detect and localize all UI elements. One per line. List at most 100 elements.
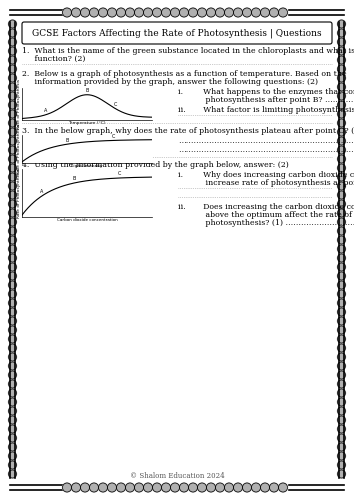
- Circle shape: [8, 308, 17, 316]
- Text: …………………………………………………………………………………………………………………………: ……………………………………………………………………………………………………………: [178, 137, 354, 145]
- Circle shape: [8, 344, 17, 352]
- Y-axis label: Rate of Photosynthesis: Rate of Photosynthesis: [17, 124, 21, 174]
- Text: photosynthesis after point B? ……………………………: photosynthesis after point B? ……………………………: [178, 96, 354, 104]
- Circle shape: [337, 119, 346, 127]
- Circle shape: [8, 281, 17, 289]
- Circle shape: [337, 326, 346, 334]
- Circle shape: [337, 137, 346, 145]
- Circle shape: [8, 137, 17, 145]
- Circle shape: [179, 483, 188, 492]
- Circle shape: [337, 110, 346, 118]
- Circle shape: [8, 263, 17, 271]
- Text: 4.  Using the information provided by the graph below, answer: (2): 4. Using the information provided by the…: [22, 161, 289, 169]
- Circle shape: [8, 272, 17, 280]
- Circle shape: [337, 56, 346, 64]
- Circle shape: [337, 254, 346, 262]
- Circle shape: [8, 425, 17, 433]
- Text: i.        Why does increasing carbon dioxide concentration: i. Why does increasing carbon dioxide co…: [178, 171, 354, 179]
- Circle shape: [8, 362, 17, 370]
- Circle shape: [8, 398, 17, 406]
- Circle shape: [206, 483, 216, 492]
- Circle shape: [63, 483, 72, 492]
- Circle shape: [337, 371, 346, 379]
- Circle shape: [171, 483, 179, 492]
- Circle shape: [337, 245, 346, 253]
- Circle shape: [8, 254, 17, 262]
- Text: B: B: [66, 138, 69, 143]
- Circle shape: [337, 443, 346, 451]
- Text: C: C: [111, 134, 115, 139]
- Circle shape: [8, 164, 17, 172]
- Circle shape: [72, 8, 80, 17]
- Circle shape: [337, 200, 346, 208]
- Circle shape: [337, 416, 346, 424]
- Circle shape: [242, 483, 251, 492]
- Circle shape: [8, 218, 17, 226]
- Circle shape: [8, 29, 17, 37]
- Circle shape: [337, 335, 346, 343]
- Circle shape: [8, 92, 17, 100]
- Circle shape: [337, 164, 346, 172]
- Circle shape: [269, 483, 279, 492]
- Circle shape: [126, 483, 135, 492]
- Circle shape: [337, 146, 346, 154]
- Circle shape: [116, 483, 126, 492]
- Circle shape: [8, 335, 17, 343]
- FancyBboxPatch shape: [22, 22, 332, 44]
- Text: C: C: [114, 102, 117, 107]
- Circle shape: [224, 8, 234, 17]
- Circle shape: [198, 8, 206, 17]
- Circle shape: [188, 483, 198, 492]
- Circle shape: [98, 8, 108, 17]
- Text: C: C: [118, 170, 121, 175]
- Text: function? (2): function? (2): [22, 55, 85, 63]
- Circle shape: [8, 434, 17, 442]
- Circle shape: [72, 483, 80, 492]
- X-axis label: Temperature (°C): Temperature (°C): [68, 122, 106, 126]
- Circle shape: [337, 398, 346, 406]
- Circle shape: [337, 101, 346, 109]
- Circle shape: [251, 8, 261, 17]
- Text: 2.  Below is a graph of photosynthesis as a function of temperature. Based on th: 2. Below is a graph of photosynthesis as…: [22, 70, 347, 78]
- Circle shape: [337, 434, 346, 442]
- Circle shape: [337, 128, 346, 136]
- Circle shape: [206, 8, 216, 17]
- Circle shape: [261, 8, 269, 17]
- Circle shape: [126, 8, 135, 17]
- Circle shape: [8, 380, 17, 388]
- Circle shape: [8, 146, 17, 154]
- Circle shape: [8, 299, 17, 307]
- Circle shape: [337, 191, 346, 199]
- Circle shape: [337, 281, 346, 289]
- Circle shape: [8, 155, 17, 163]
- Circle shape: [8, 74, 17, 82]
- Circle shape: [8, 20, 17, 28]
- Circle shape: [80, 483, 90, 492]
- Circle shape: [8, 200, 17, 208]
- Circle shape: [269, 8, 279, 17]
- Circle shape: [8, 407, 17, 415]
- Circle shape: [8, 191, 17, 199]
- Circle shape: [188, 8, 198, 17]
- Circle shape: [8, 119, 17, 127]
- Circle shape: [8, 389, 17, 397]
- Circle shape: [337, 290, 346, 298]
- Circle shape: [8, 416, 17, 424]
- Circle shape: [8, 371, 17, 379]
- Circle shape: [8, 443, 17, 451]
- Circle shape: [337, 380, 346, 388]
- Circle shape: [143, 483, 153, 492]
- Text: © Shalom Education 2024: © Shalom Education 2024: [130, 472, 224, 480]
- Circle shape: [8, 83, 17, 91]
- Circle shape: [337, 452, 346, 460]
- Circle shape: [135, 8, 143, 17]
- Circle shape: [8, 227, 17, 235]
- Circle shape: [337, 29, 346, 37]
- Y-axis label: Rate of Photosynthesis: Rate of Photosynthesis: [17, 168, 21, 218]
- Circle shape: [224, 483, 234, 492]
- Circle shape: [161, 8, 171, 17]
- Circle shape: [337, 218, 346, 226]
- Circle shape: [337, 353, 346, 361]
- Circle shape: [337, 362, 346, 370]
- Circle shape: [161, 483, 171, 492]
